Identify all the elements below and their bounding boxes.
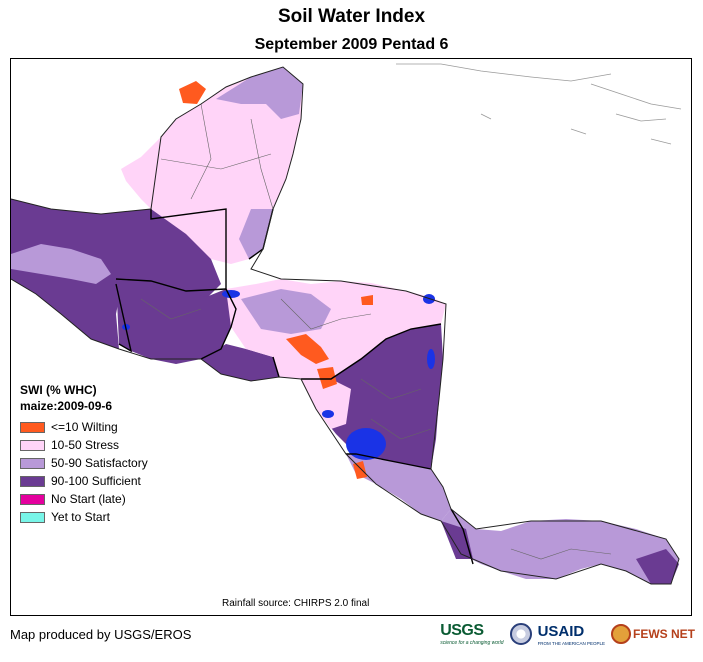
usgs-logo-text: USGS: [440, 622, 484, 639]
legend-item-stress: 10-50 Stress: [20, 436, 190, 454]
wilting-honduras: [286, 334, 329, 364]
legend-item-wilting: <=10 Wilting: [20, 418, 190, 436]
region-costa-rica: [346, 454, 451, 521]
map-canvas: [11, 63, 682, 585]
legend-item-yet-to-start: Yet to Start: [20, 508, 190, 526]
lake-managua: [322, 410, 334, 418]
legend-label-satisfactory: 50-90 Satisfactory: [51, 456, 148, 470]
water-guatemala: [222, 290, 240, 298]
legend: SWI (% WHC) maize:2009-09-6 <=10 Wilting…: [20, 382, 190, 526]
logos: USGS science for a changing world USAID …: [440, 622, 695, 646]
region-panama-sufficient: [441, 521, 473, 559]
legend-item-satisfactory: 50-90 Satisfactory: [20, 454, 190, 472]
map-title: Soil Water Index: [277, 6, 426, 27]
wilting-costa-rica: [353, 461, 367, 479]
lake-nicaragua: [346, 428, 386, 460]
wilting-yucatan: [179, 81, 206, 104]
legend-swatch-sufficient: [20, 475, 45, 487]
legend-item-no-start: No Start (late): [20, 490, 190, 508]
region-panama-east: [636, 549, 679, 584]
fews-globe-icon: [611, 624, 631, 644]
region-guatemala: [116, 279, 241, 364]
land-outline: [11, 66, 680, 585]
region-mexico-west: [11, 244, 111, 284]
region-belize: [239, 209, 273, 259]
region-nicaragua: [301, 324, 443, 469]
legend-swatch-no-start: [20, 493, 45, 505]
usaid-seal-icon: [509, 623, 532, 645]
usaid-logo-tagline: FROM THE AMERICAN PEOPLE: [537, 640, 605, 646]
region-honduras-satisfactory: [241, 289, 331, 334]
region-panama: [441, 509, 679, 584]
water-caribbean-coast: [427, 349, 435, 369]
usaid-logo-text: USAID: [537, 622, 585, 640]
region-nicaragua-west: [301, 379, 351, 429]
legend-swatch-satisfactory: [20, 457, 45, 469]
admin-boundaries: [140, 103, 612, 560]
fews-net-logo: FEWS NET: [611, 624, 695, 644]
legend-label-stress: 10-50 Stress: [51, 438, 120, 452]
rainfall-source: Rainfall source: CHIRPS 2.0 final: [222, 598, 370, 609]
wilting-honduras-north: [361, 295, 373, 305]
map-subtitle: September 2009 Pentad 6: [254, 36, 449, 53]
usgs-logo: USGS science for a changing world: [440, 622, 503, 646]
fews-net-logo-text: FEWS NET: [633, 627, 695, 641]
legend-title: SWI (% WHC): [20, 383, 97, 397]
region-el-salvador: [201, 344, 279, 381]
legend-label-no-start: No Start (late): [51, 492, 126, 506]
region-yucatan-satisfactory: [216, 67, 303, 119]
usgs-logo-tagline: science for a changing world: [440, 640, 504, 646]
caribbean-islands: [396, 63, 682, 145]
legend-crop: maize:2009-09-6: [20, 399, 113, 413]
legend-swatch-wilting: [20, 421, 45, 433]
legend-label-yet-to-start: Yet to Start: [51, 510, 110, 524]
legend-label-wilting: <=10 Wilting: [51, 420, 118, 434]
wilting-honduras-south: [317, 367, 337, 389]
produced-by: Map produced by USGS/EROS: [10, 627, 192, 642]
legend-swatch-stress: [20, 439, 45, 451]
region-chiapas: [11, 199, 221, 349]
map-frame: [10, 58, 692, 616]
legend-swatch-yet-to-start: [20, 511, 45, 523]
legend-label-sufficient: 90-100 Sufficient: [51, 474, 141, 488]
usaid-logo: USAID FROM THE AMERICAN PEOPLE: [538, 623, 605, 646]
legend-item-sufficient: 90-100 Sufficient: [20, 472, 190, 490]
